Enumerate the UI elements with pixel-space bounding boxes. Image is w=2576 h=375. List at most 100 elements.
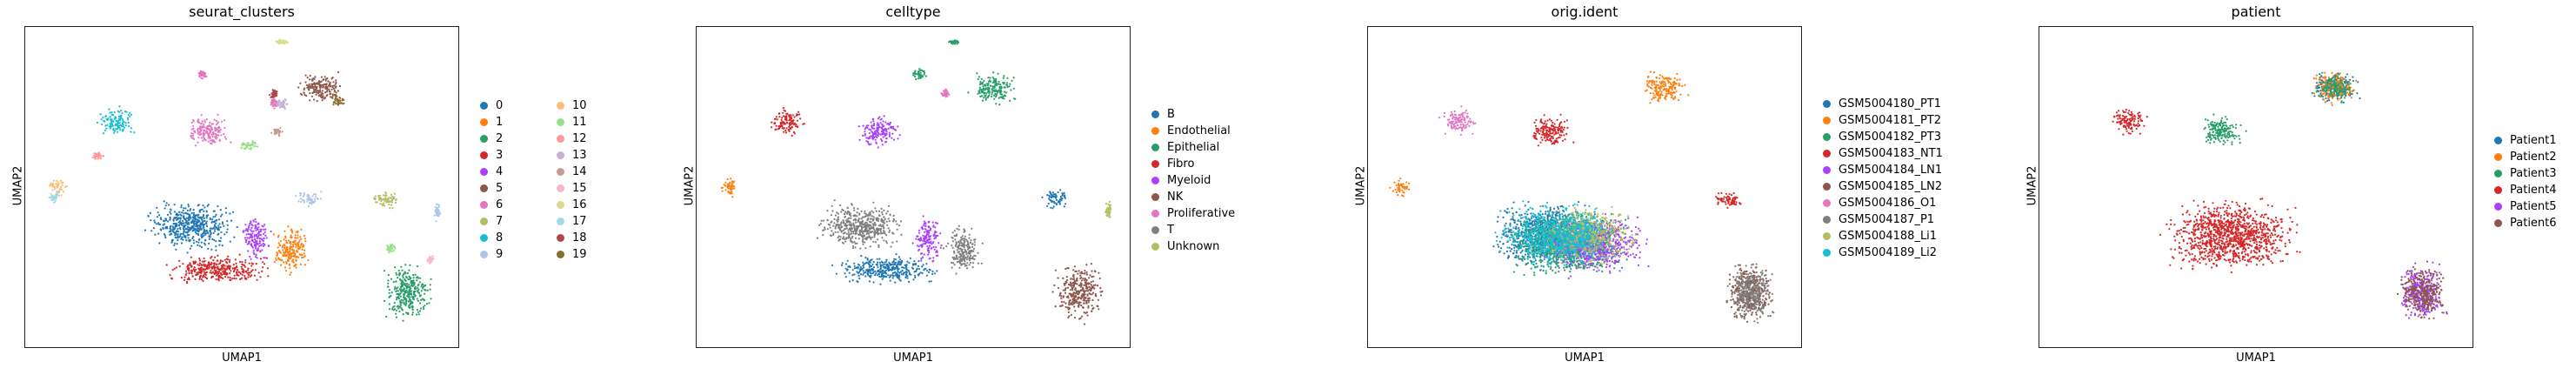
data-point xyxy=(856,266,858,269)
data-point xyxy=(884,133,887,136)
data-point xyxy=(878,245,880,249)
data-point xyxy=(209,142,212,144)
data-point xyxy=(179,233,182,236)
data-point xyxy=(211,265,214,268)
data-point xyxy=(264,234,267,237)
data-point xyxy=(870,143,872,145)
data-point xyxy=(205,75,208,78)
data-point xyxy=(1003,75,1005,77)
data-point xyxy=(119,129,122,131)
data-point xyxy=(235,278,237,280)
data-point xyxy=(56,179,58,182)
data-point xyxy=(263,263,266,265)
data-point xyxy=(283,243,285,245)
data-point xyxy=(958,228,960,231)
data-point xyxy=(1053,284,1056,287)
data-point xyxy=(48,196,50,198)
data-point xyxy=(111,124,114,127)
data-point xyxy=(878,272,880,275)
data-point xyxy=(306,77,309,79)
data-point xyxy=(60,185,63,189)
data-point xyxy=(276,254,278,257)
data-point xyxy=(918,231,921,234)
data-point xyxy=(871,231,873,233)
data-point xyxy=(853,262,856,265)
data-point xyxy=(981,99,984,102)
data-point xyxy=(411,301,414,304)
data-point xyxy=(270,92,273,95)
data-point xyxy=(428,260,430,263)
data-point xyxy=(927,271,931,274)
data-point xyxy=(270,104,272,106)
data-point xyxy=(993,89,996,91)
data-point xyxy=(319,198,323,200)
data-point xyxy=(188,218,190,221)
data-point xyxy=(210,133,213,136)
data-point xyxy=(413,282,416,285)
data-point xyxy=(287,239,290,242)
data-point xyxy=(319,94,322,97)
data-point xyxy=(212,123,215,125)
data-point xyxy=(231,267,234,270)
data-point xyxy=(919,237,922,239)
data-point xyxy=(1090,281,1092,284)
data-point xyxy=(881,124,884,126)
data-point xyxy=(253,252,256,255)
data-point xyxy=(179,228,182,231)
data-point xyxy=(199,216,202,218)
data-point xyxy=(290,256,292,258)
data-point xyxy=(412,298,415,301)
data-point xyxy=(398,292,401,295)
data-point xyxy=(951,244,953,247)
series-9 xyxy=(295,191,442,223)
data-point xyxy=(287,225,290,228)
data-point xyxy=(882,271,884,275)
data-point xyxy=(192,239,195,242)
data-point xyxy=(291,231,294,234)
data-point xyxy=(397,270,400,272)
data-point xyxy=(852,232,855,235)
data-point xyxy=(227,265,230,267)
data-point xyxy=(306,193,309,196)
data-point xyxy=(963,238,966,240)
data-point xyxy=(399,304,402,306)
data-point xyxy=(1051,291,1054,293)
data-point xyxy=(321,92,324,95)
data-point xyxy=(780,118,783,121)
data-point xyxy=(283,246,286,250)
data-point xyxy=(224,271,226,273)
data-point xyxy=(250,258,252,260)
data-point xyxy=(196,218,198,221)
series-Epithelial xyxy=(912,39,1017,106)
data-point xyxy=(979,80,982,84)
data-point xyxy=(201,276,204,278)
data-point xyxy=(205,224,209,227)
data-point xyxy=(428,258,430,260)
data-point xyxy=(257,223,259,225)
data-point xyxy=(284,107,286,110)
data-point xyxy=(310,95,313,97)
data-point xyxy=(180,224,184,226)
data-point xyxy=(850,231,853,233)
data-point xyxy=(843,238,845,240)
data-point xyxy=(820,219,823,222)
data-point xyxy=(437,213,440,216)
data-point xyxy=(951,246,954,249)
data-point xyxy=(845,232,848,235)
data-point xyxy=(190,271,193,274)
data-point xyxy=(410,285,412,287)
data-point xyxy=(1074,296,1077,298)
data-point xyxy=(391,308,394,311)
data-point xyxy=(97,152,99,155)
umap-scatter xyxy=(48,38,442,322)
data-point xyxy=(212,265,215,267)
data-point xyxy=(1085,299,1088,302)
data-point xyxy=(204,244,207,246)
data-point xyxy=(222,277,224,280)
data-point xyxy=(982,87,984,90)
data-point xyxy=(295,259,297,262)
data-point xyxy=(156,206,158,209)
data-point xyxy=(119,119,122,122)
data-point xyxy=(900,233,903,236)
data-point xyxy=(284,250,287,252)
